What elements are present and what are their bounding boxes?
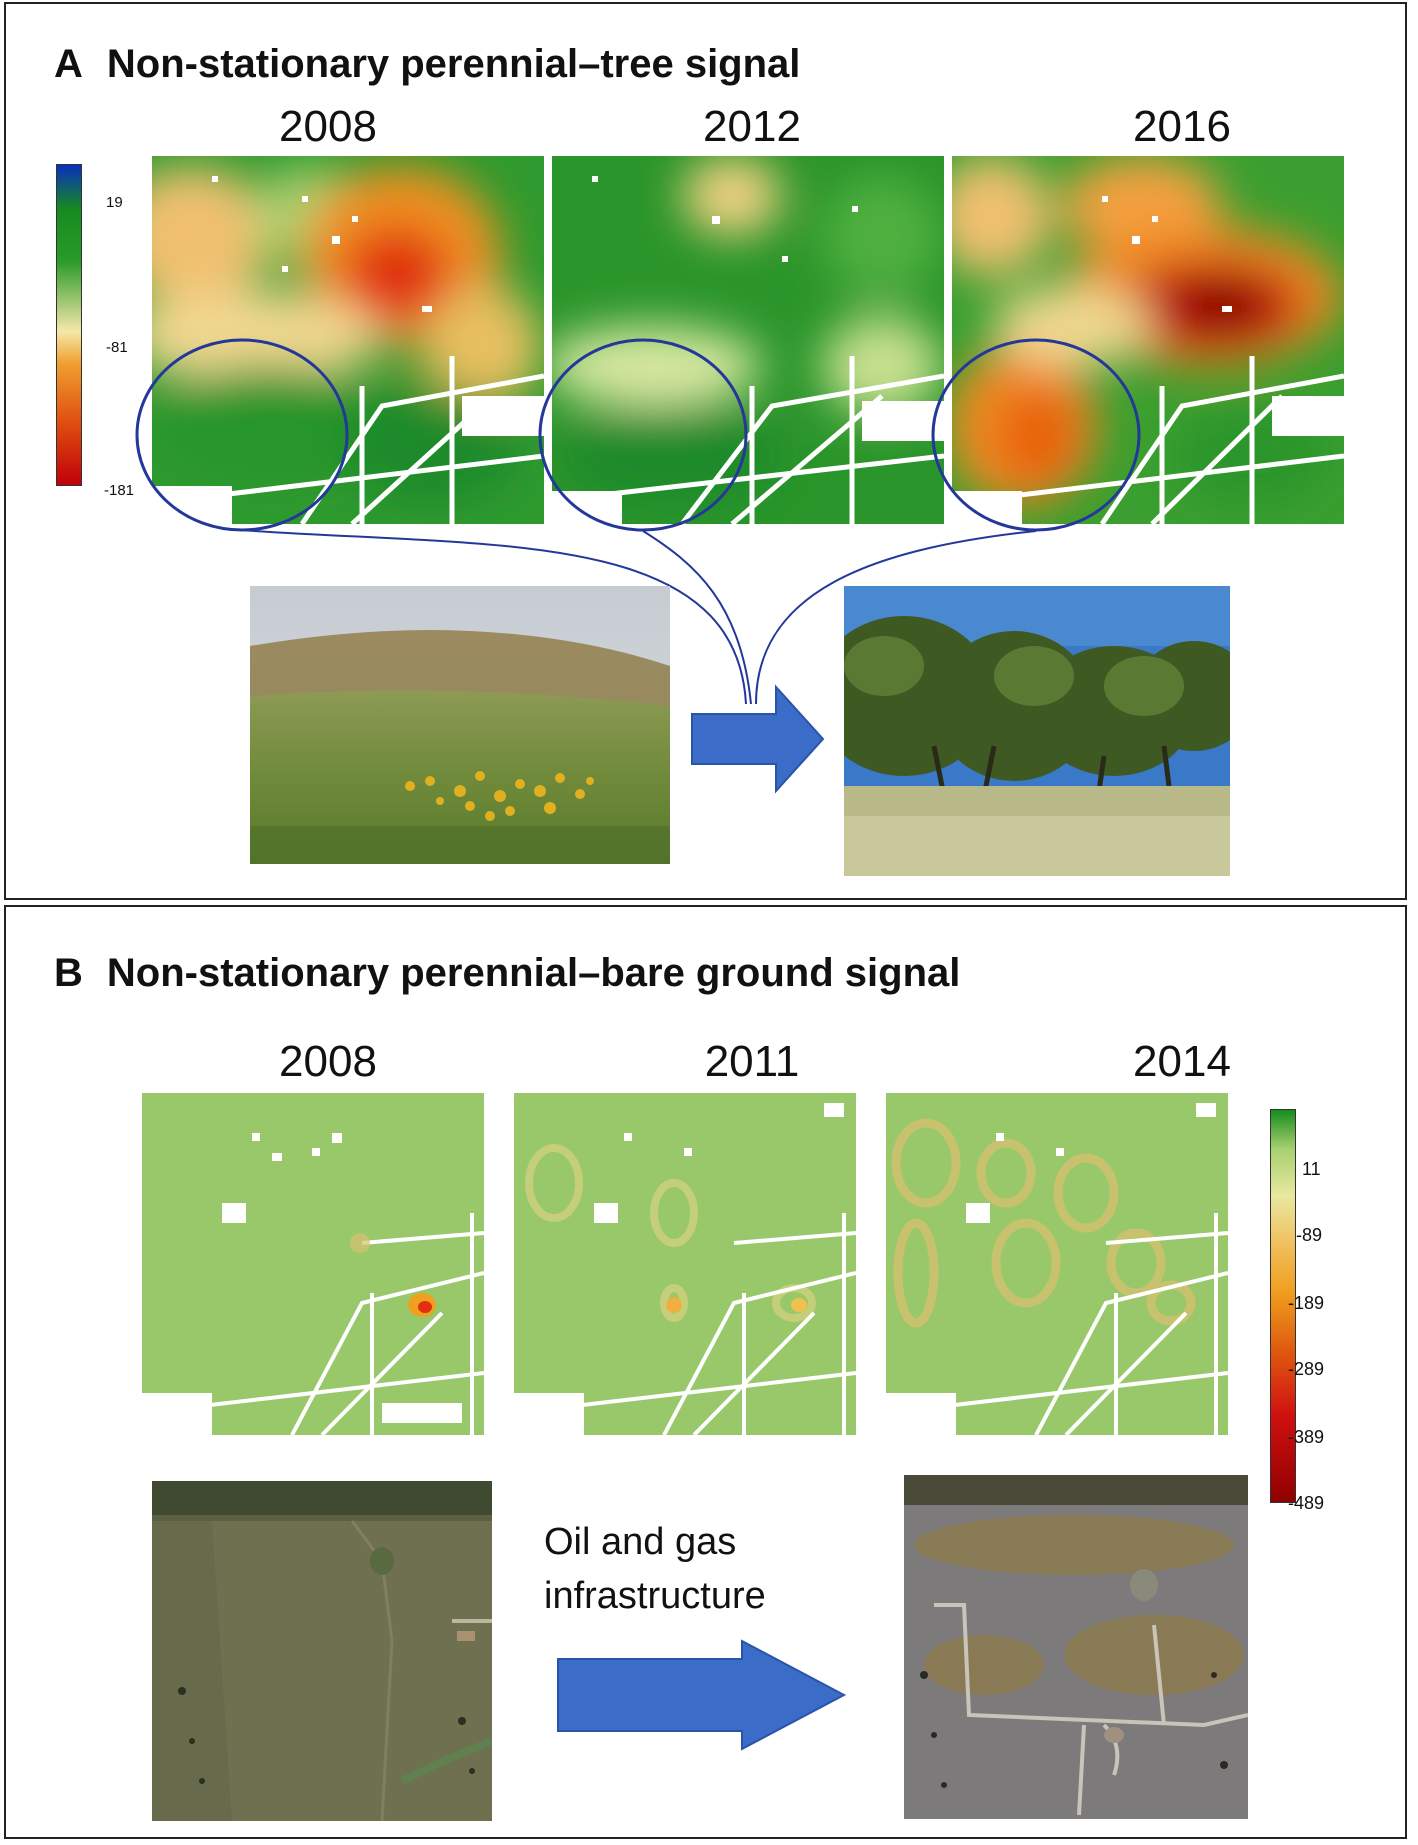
- colorbar-b-tick: -89: [1296, 1225, 1323, 1245]
- panel-b-letter: B: [54, 951, 83, 995]
- year-label-2008: 2008: [279, 1037, 377, 1086]
- heatmap-2014: [886, 1093, 1228, 1435]
- highlight-circle-2012: [538, 338, 748, 532]
- colorbar-b-tick: -289: [1288, 1359, 1325, 1379]
- colorbar-b-tick: -489: [1288, 1493, 1325, 1513]
- colorbar-a-tick: -181: [104, 482, 135, 499]
- year-label-2012: 2012: [703, 102, 801, 151]
- heatmap-2012: [552, 156, 944, 524]
- highlight-overlay: [135, 338, 1141, 794]
- aerial-photo-before: [152, 1481, 492, 1821]
- panel-b-title-text: Non-stationary perennial–bare ground sig…: [106, 951, 961, 995]
- colorbar-b-tick: -389: [1288, 1427, 1325, 1447]
- year-label-2008: 2008: [279, 102, 377, 151]
- colorbar-b-tick: -189: [1288, 1293, 1325, 1313]
- highlight-circle-2008: [135, 338, 349, 532]
- heatmap-2016: [952, 156, 1344, 524]
- transition-arrow-b: [557, 1639, 847, 1751]
- aerial-photo-after: [904, 1475, 1248, 1819]
- colorbar-a: [56, 164, 82, 486]
- heatmap-2008: [142, 1093, 484, 1435]
- connector-curve: [642, 530, 752, 705]
- transition-arrow-a: [691, 684, 825, 794]
- infrastructure-caption: Oil and gas infrastructure: [544, 1515, 766, 1623]
- panel-a: A Non-stationary perennial–tree signal 20…: [4, 2, 1407, 900]
- panel-b-title: B Non-stationary perennial–bare ground si…: [54, 951, 960, 996]
- tree-photo: [844, 586, 1230, 876]
- panel-a-title-text: Non-stationary perennial–tree signal: [106, 42, 801, 86]
- year-label-2014: 2014: [1133, 1037, 1231, 1086]
- colorbar-b-tick: 11: [1302, 1159, 1321, 1179]
- heatmap-2008: [152, 156, 544, 524]
- year-label-2016: 2016: [1133, 102, 1231, 151]
- grassland-photo: [250, 586, 670, 864]
- panel-a-letter: A: [54, 42, 83, 86]
- highlight-circle-2016: [931, 338, 1141, 532]
- colorbar-a-tick: 19: [106, 194, 123, 211]
- colorbar-b: [1270, 1109, 1296, 1503]
- connector-curve: [755, 530, 1037, 705]
- colorbar-a-tick: -81: [106, 339, 128, 356]
- caption-line-2: infrastructure: [544, 1575, 766, 1617]
- caption-line-1: Oil and gas: [544, 1521, 737, 1563]
- panel-b: B Non-stationary perennial–bare ground si…: [4, 905, 1407, 1839]
- heatmap-2011: [514, 1093, 856, 1435]
- year-label-2011: 2011: [704, 1037, 800, 1086]
- panel-a-title: A Non-stationary perennial–tree signal: [54, 42, 800, 87]
- connector-curve: [225, 528, 747, 705]
